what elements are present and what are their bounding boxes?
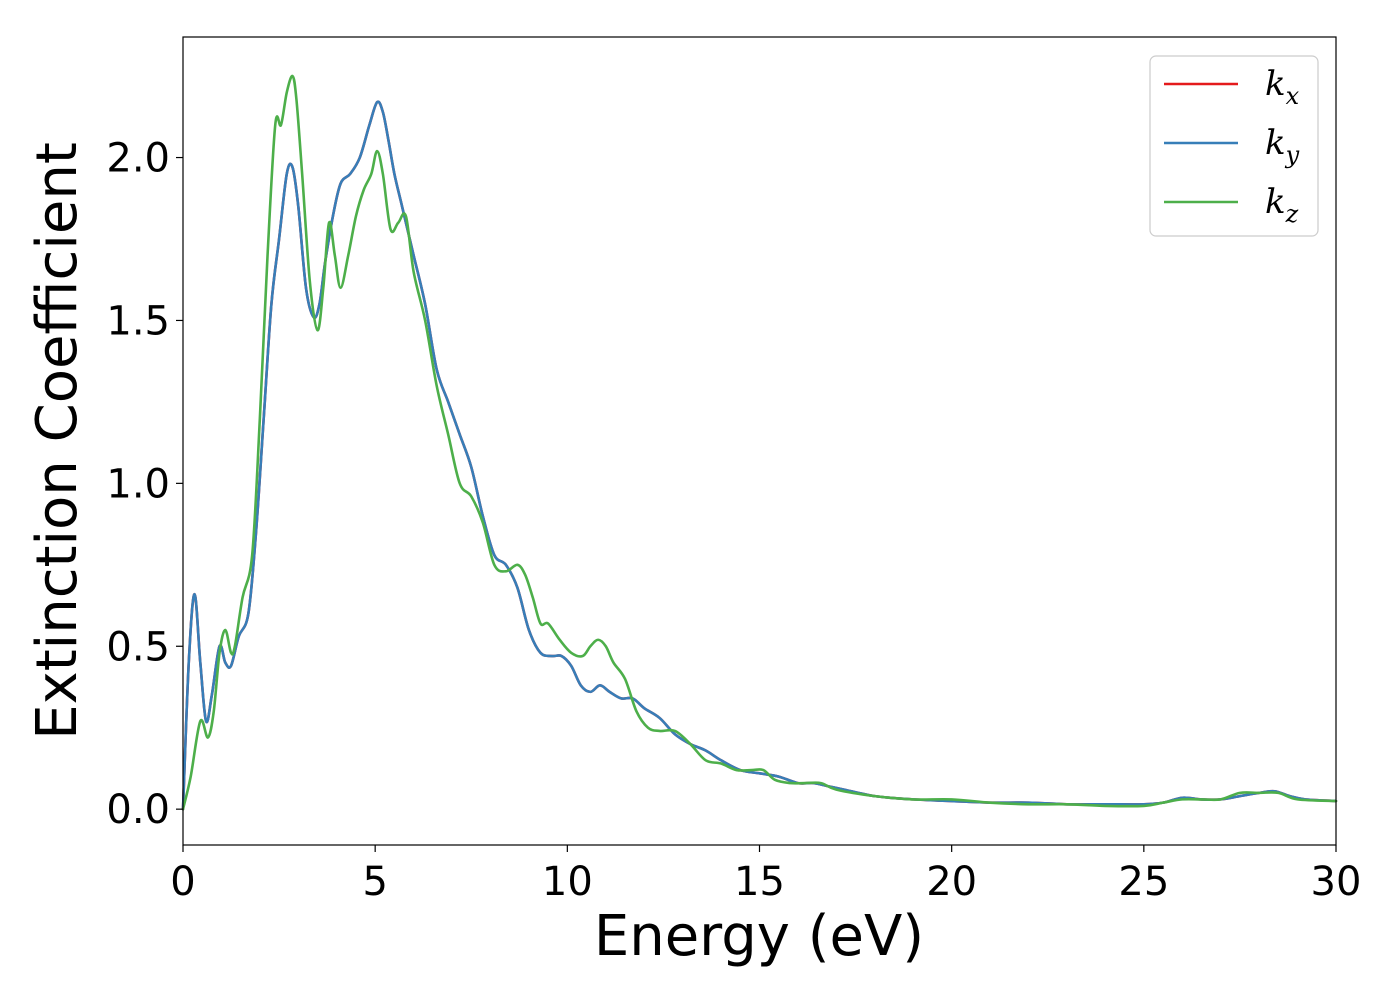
legend-label-subscript: y bbox=[1285, 141, 1300, 169]
y-tick-label: 2.0 bbox=[106, 136, 170, 182]
legend-label-base: k bbox=[1265, 182, 1286, 222]
legend-label-y: ky bbox=[1265, 123, 1300, 169]
legend-label-base: k bbox=[1265, 64, 1286, 104]
legend-label-subscript: x bbox=[1286, 82, 1300, 110]
legend-label-z: kz bbox=[1265, 182, 1299, 228]
y-axis-ticks: 0.0 0.5 1.0 1.5 2.0 bbox=[106, 136, 183, 833]
legend-label-x: kx bbox=[1265, 64, 1300, 110]
legend-label-base: k bbox=[1265, 123, 1286, 163]
y-tick-label: 1.0 bbox=[106, 461, 170, 507]
y-tick-label: 1.5 bbox=[106, 298, 170, 344]
x-tick-label: 20 bbox=[926, 859, 977, 905]
y-tick-label: 0.0 bbox=[106, 787, 170, 833]
x-axis-title: Energy (eV) bbox=[594, 904, 924, 969]
x-tick-label: 0 bbox=[170, 859, 195, 905]
legend-label-subscript: z bbox=[1285, 200, 1299, 228]
x-tick-label: 10 bbox=[542, 859, 593, 905]
x-tick-label: 30 bbox=[1311, 859, 1362, 905]
series-layer bbox=[181, 74, 1338, 811]
y-axis-title: Extinction Coefficient bbox=[25, 142, 90, 740]
x-tick-label: 15 bbox=[734, 859, 785, 905]
x-tick-label: 25 bbox=[1118, 859, 1169, 905]
legend-box bbox=[1149, 55, 1319, 237]
y-tick-label: 0.5 bbox=[106, 624, 170, 670]
x-tick-label: 5 bbox=[362, 859, 387, 905]
x-axis-ticks: 0 5 10 15 20 25 30 bbox=[170, 845, 1361, 905]
series-line-z bbox=[181, 74, 1338, 811]
